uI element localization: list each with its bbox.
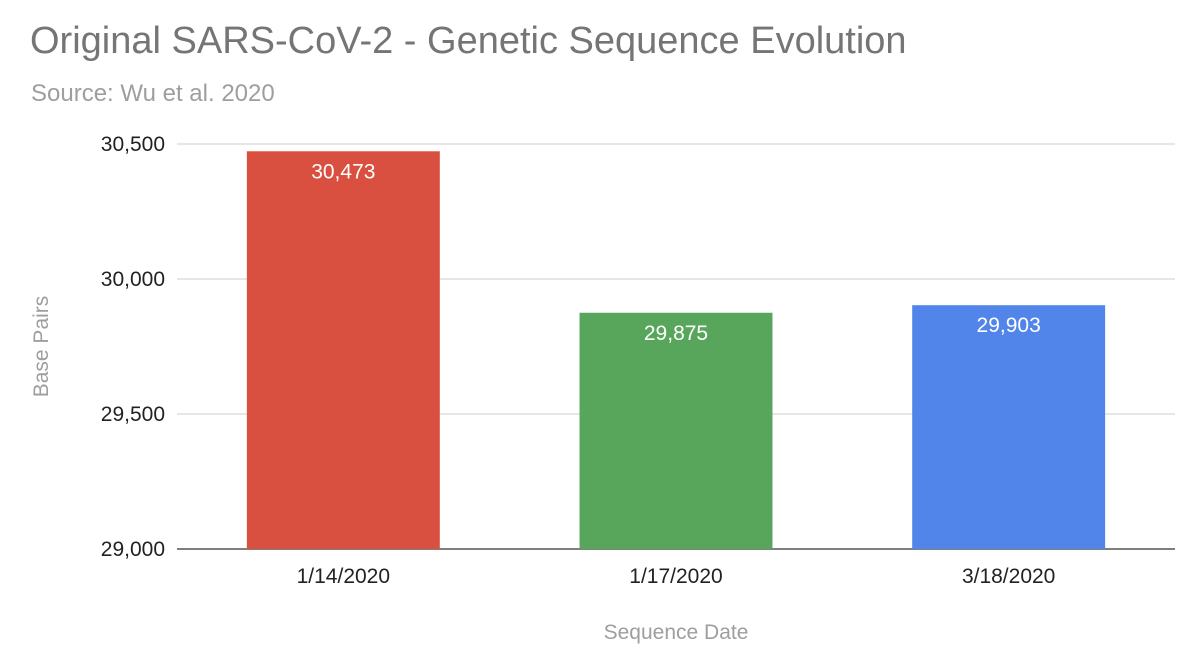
y-tick-label: 29,000 <box>101 538 165 561</box>
bar-value-label: 29,903 <box>977 314 1041 337</box>
bar-value-label: 30,473 <box>311 160 375 183</box>
x-tick-label: 1/17/2020 <box>629 565 722 588</box>
y-tick-label: 30,000 <box>101 268 165 291</box>
bar <box>246 151 440 550</box>
x-axis-title: Sequence Date <box>604 621 749 644</box>
bars <box>246 151 1106 550</box>
x-tick-label: 3/18/2020 <box>962 565 1055 588</box>
x-tick-label: 1/14/2020 <box>297 565 390 588</box>
bar <box>579 312 773 549</box>
chart-title: Original SARS-CoV-2 - Genetic Sequence E… <box>30 20 907 62</box>
y-axis-title: Base Pairs <box>30 296 53 398</box>
chart-subtitle: Source: Wu et al. 2020 <box>31 80 275 107</box>
y-tick-label: 29,500 <box>101 403 165 426</box>
labels: 29,000 29,500 30,000 30,500 30,473 1/14/2020 2… <box>101 133 1056 588</box>
bar <box>912 305 1106 549</box>
bar-value-label: 29,875 <box>644 322 708 345</box>
y-tick-label: 30,500 <box>101 133 165 156</box>
